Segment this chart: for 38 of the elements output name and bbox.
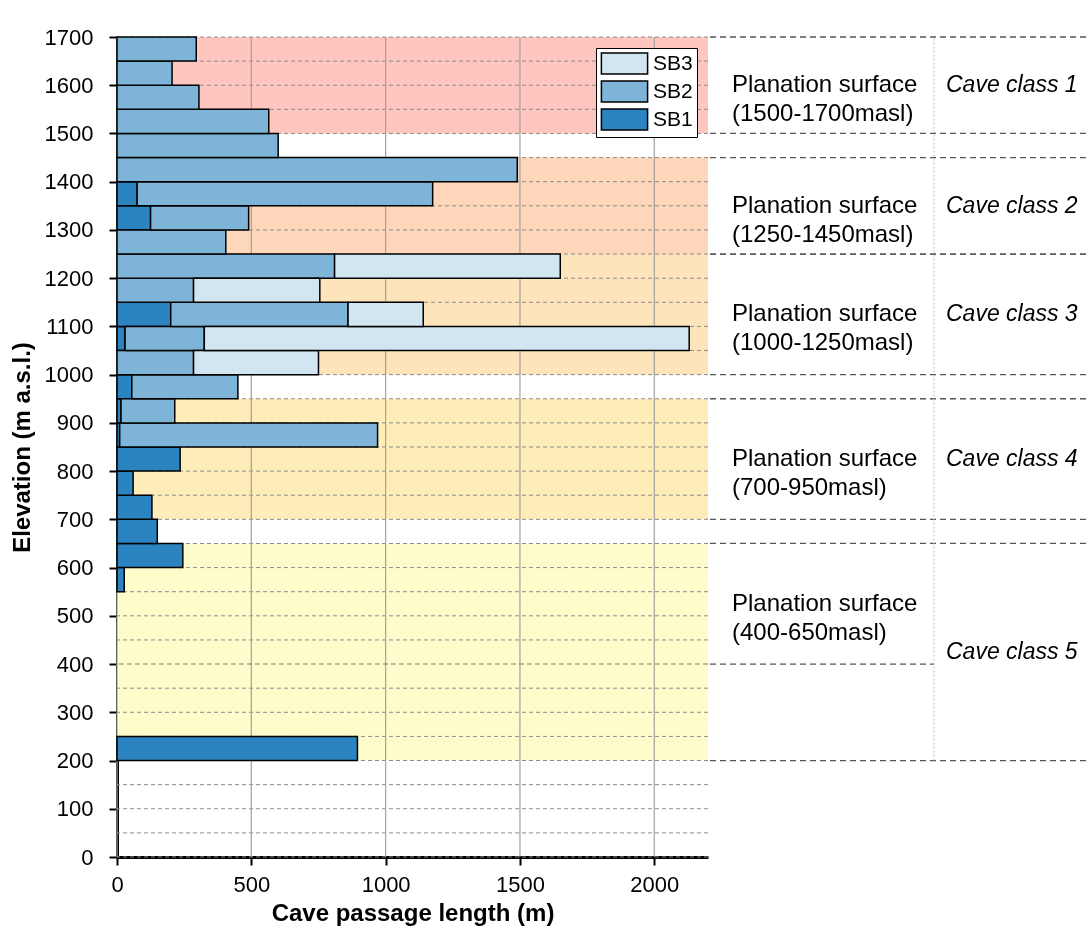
x-tick-label: 500	[233, 871, 271, 897]
x-tick-label: 1000	[361, 871, 411, 897]
text: Cave class 1	[946, 71, 1078, 98]
band-label: Planation surface (1000-1250masl)	[732, 299, 918, 356]
y-tick-label: 1500	[44, 120, 94, 146]
y-tick-label: 700	[56, 506, 94, 532]
y-tick-label: 1000	[44, 362, 94, 388]
band-label: Planation surface (1500-1700masl)	[732, 70, 918, 127]
y-tick-label: 400	[56, 651, 94, 677]
legend-label: SB2	[653, 78, 693, 102]
x-tick-label: 2000	[630, 871, 680, 897]
x-tick-label: 0	[111, 871, 124, 897]
y-tick-label: 1300	[44, 217, 94, 243]
y-tick-label: 500	[56, 603, 94, 629]
y-tick-label: 1200	[44, 265, 94, 291]
y-tick-label: 1700	[44, 24, 94, 50]
y-tick-label: 600	[56, 555, 94, 581]
y-tick-label: 800	[56, 458, 94, 484]
y-tick-label: 300	[56, 699, 94, 725]
y-tick-label: 1600	[44, 72, 94, 98]
y-tick-label: 900	[56, 410, 94, 436]
y-tick-label: 0	[81, 844, 94, 870]
y-axis-title: Elevation (m a.s.l.)	[7, 342, 35, 553]
y-tick-label: 200	[56, 748, 94, 774]
x-tick-label: 1500	[495, 871, 545, 897]
text: Cave class 5	[946, 638, 1078, 664]
text: Cave class 4	[946, 445, 1078, 472]
y-tick-label: 1400	[44, 169, 94, 195]
band-label: Planation surface (700-950masl)	[732, 444, 918, 501]
text: Cave class 2	[946, 191, 1078, 218]
legend-label: SB3	[653, 50, 693, 74]
y-tick-label: 1100	[46, 313, 94, 339]
legend-label: SB1	[653, 106, 693, 130]
text: Cave class 3	[946, 300, 1078, 327]
band-label: Planation surface (400-650masl)	[732, 588, 918, 645]
band-label: Planation surface (1250-1450masl)	[732, 190, 918, 247]
y-tick-label: 100	[56, 796, 94, 822]
x-axis-title: Cave passage length (m)	[271, 898, 555, 926]
